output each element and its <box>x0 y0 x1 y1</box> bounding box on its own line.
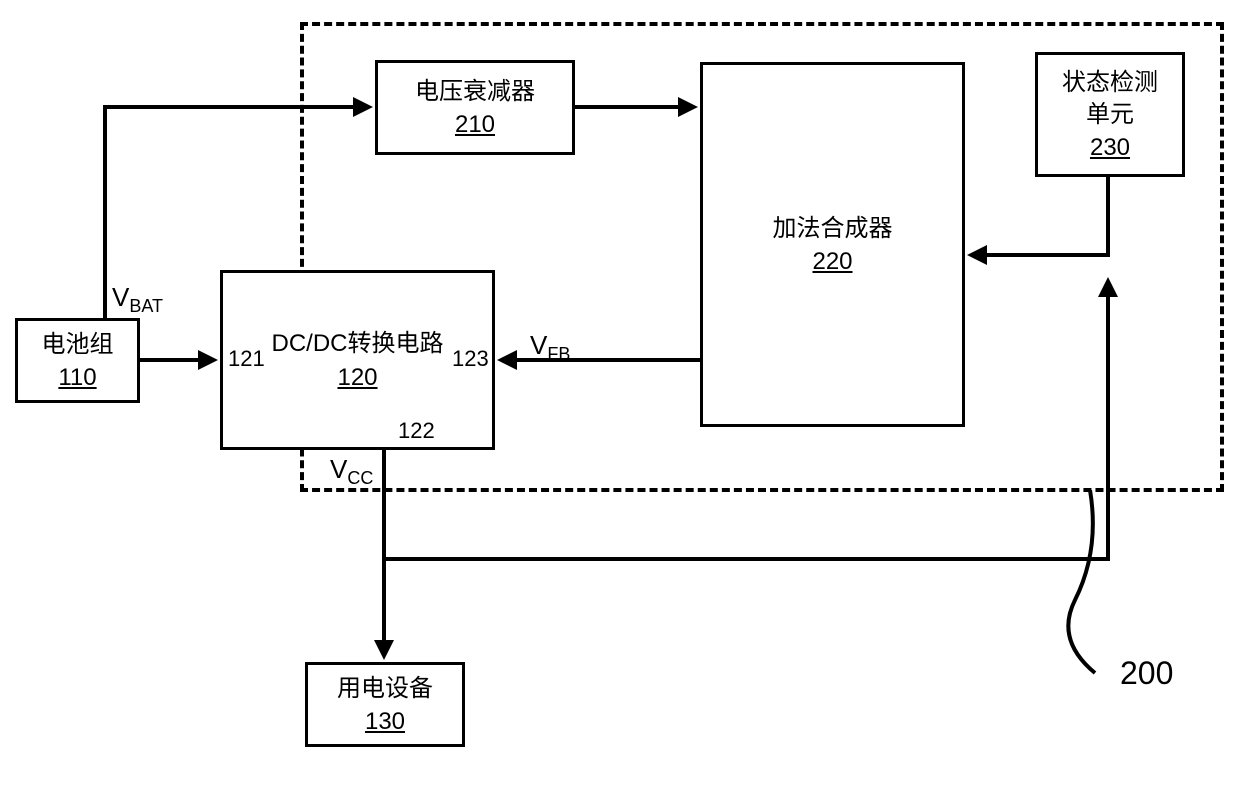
block-battery-ref: 110 <box>58 364 96 392</box>
arrow-adder-dcdc-head <box>497 350 517 370</box>
arrow-vbat-up-v <box>103 105 107 318</box>
block-detector-ref: 230 <box>1090 134 1130 162</box>
block-detector-line2: 单元 <box>1086 99 1134 130</box>
arrow-battery-dcdc-head <box>198 350 218 370</box>
callout-200-curve <box>1055 490 1155 680</box>
block-attenuator-title: 电压衰减器 <box>415 76 535 107</box>
block-adder-title: 加法合成器 <box>773 213 893 244</box>
label-vcc: VCC <box>330 454 373 489</box>
arrow-atten-adder-head <box>678 97 698 117</box>
arrow-detector-adder <box>985 253 1110 257</box>
block-load-title: 用电设备 <box>337 673 433 704</box>
callout-200-label: 200 <box>1120 655 1173 692</box>
block-adder-ref: 220 <box>812 248 852 276</box>
arrow-vbat-up-h <box>103 105 355 109</box>
arrow-vcc-detector-head <box>1098 277 1118 297</box>
arrow-detector-down <box>1106 177 1110 257</box>
block-adder: 加法合成器 220 <box>700 62 965 427</box>
arrow-dcdc-load-head <box>374 640 394 660</box>
arrow-vcc-right-h <box>382 557 1110 561</box>
block-battery: 电池组 110 <box>15 318 140 403</box>
arrow-battery-dcdc <box>140 358 200 362</box>
block-attenuator-ref: 210 <box>455 111 495 139</box>
block-detector: 状态检测 单元 230 <box>1035 52 1185 177</box>
block-load: 用电设备 130 <box>305 662 465 747</box>
port-123: 123 <box>452 346 489 372</box>
block-detector-line1: 状态检测 <box>1062 67 1158 98</box>
port-121: 121 <box>228 346 265 372</box>
arrow-atten-adder <box>575 105 680 109</box>
block-attenuator: 电压衰减器 210 <box>375 60 575 155</box>
block-dcdc-ref: 120 <box>337 364 377 392</box>
port-122: 122 <box>398 418 435 444</box>
arrow-detector-adder-head <box>967 245 987 265</box>
arrow-adder-dcdc <box>517 358 700 362</box>
block-load-ref: 130 <box>365 708 405 736</box>
block-battery-title: 电池组 <box>42 329 114 360</box>
label-vbat: VBAT <box>112 282 163 317</box>
arrow-dcdc-load-v <box>382 450 386 642</box>
block-dcdc-title: DC/DC转换电路 <box>272 328 444 359</box>
arrow-vbat-up-head <box>353 97 373 117</box>
